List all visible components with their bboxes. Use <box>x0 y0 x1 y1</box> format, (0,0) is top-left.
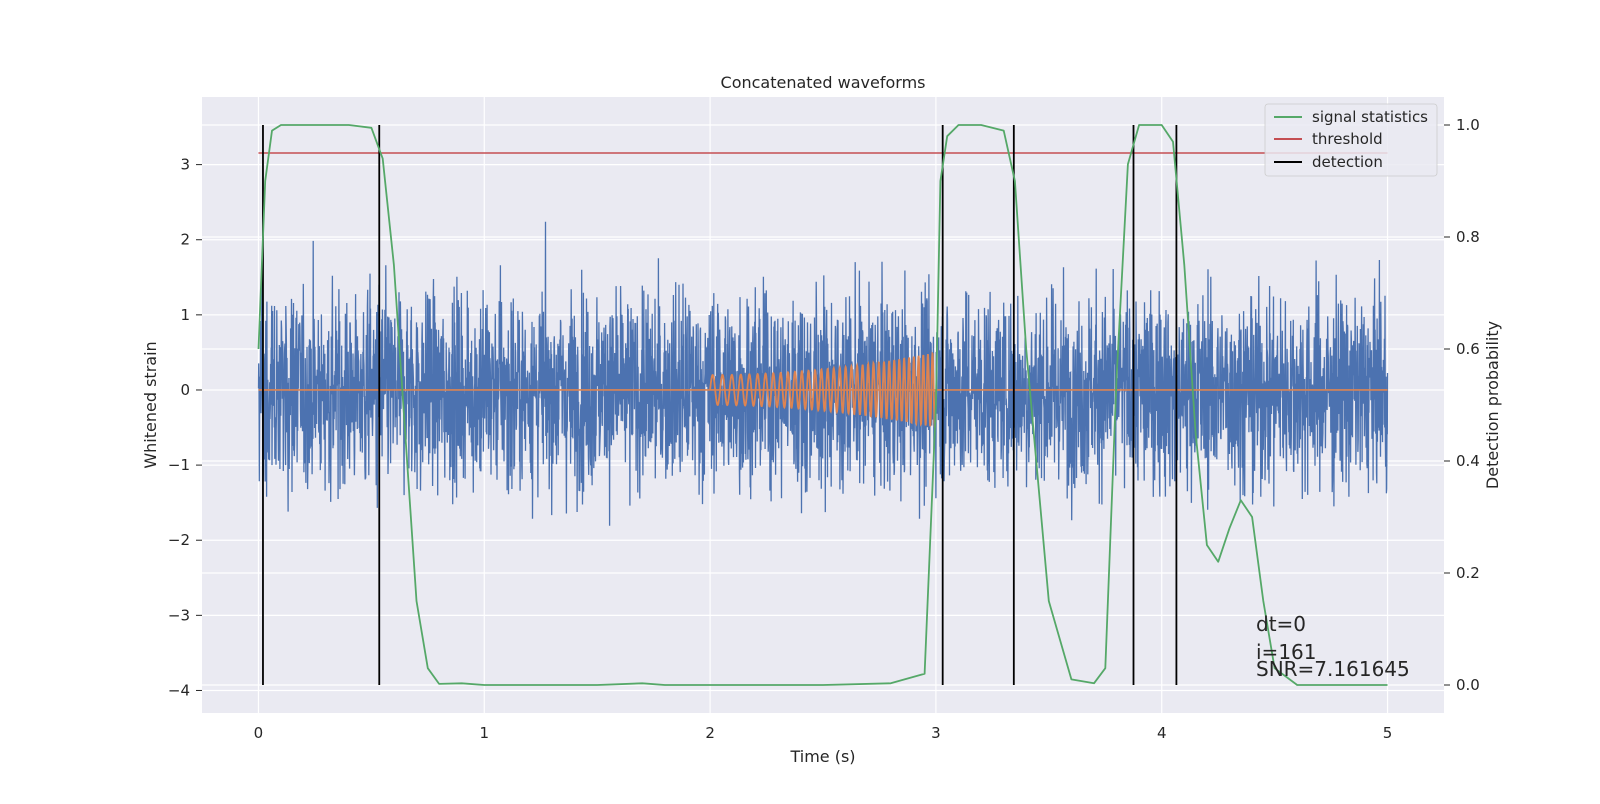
x-tick-label: 4 <box>1157 724 1167 742</box>
y-tick-label: 2 <box>180 231 190 249</box>
x-tick-label: 5 <box>1383 724 1393 742</box>
y2-tick-label: 0.8 <box>1456 228 1480 246</box>
axes: 0 1 2 3 4 5 −4 −3 −2 −1 0 1 2 3 0.0 0.2 0.4 0.6 0.8 1.0 <box>168 116 1480 742</box>
annotation-snr: SNR=7.161645 <box>1256 657 1410 681</box>
annotation-dt: dt=0 <box>1256 612 1306 636</box>
legend-label-detection: detection <box>1312 153 1383 171</box>
y2-axis-label: Detection probability <box>1483 321 1502 489</box>
y2-tick-label: 0.4 <box>1456 452 1480 470</box>
legend-box <box>1264 103 1438 177</box>
y-tick-label: −4 <box>168 681 190 699</box>
legend: signal statistics threshold detection <box>1264 103 1438 177</box>
x-tick-label: 2 <box>705 724 715 742</box>
annotation-index: i=161 <box>1256 640 1317 664</box>
data-layer <box>257 124 1389 686</box>
x-tick-label: 1 <box>479 724 489 742</box>
x-tick-label: 3 <box>931 724 941 742</box>
x-tick-label: 0 <box>254 724 264 742</box>
legend-label-threshold: threshold <box>1312 130 1383 148</box>
y-tick-label: 3 <box>180 156 190 174</box>
signal-statistics-line <box>257 124 1388 686</box>
y-axis-label: Whitened strain <box>141 341 160 468</box>
y2-tick-label: 0.2 <box>1456 564 1480 582</box>
y2-tick-label: 0.6 <box>1456 340 1480 358</box>
legend-label-statistic: signal statistics <box>1312 108 1428 126</box>
template-chirp-line <box>709 351 937 429</box>
y2-tick-label: 0.0 <box>1456 676 1480 694</box>
y2-tick-label: 1.0 <box>1456 116 1480 134</box>
y-tick-label: −1 <box>168 456 190 474</box>
y-tick-label: −3 <box>168 606 190 624</box>
y-tick-label: 0 <box>180 381 190 399</box>
strain-series-line <box>257 221 1389 526</box>
y-tick-label: −2 <box>168 531 190 549</box>
x-axis-label: Time (s) <box>789 747 855 766</box>
y-tick-label: 1 <box>180 306 190 324</box>
chart-title: Concatenated waveforms <box>721 73 926 92</box>
annotations: dt=0 i=161 SNR=7.161645 <box>1256 612 1410 681</box>
